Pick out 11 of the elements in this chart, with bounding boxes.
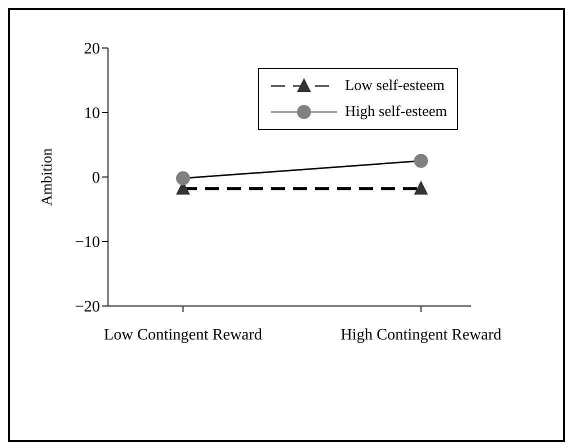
- y-tick-label: 0: [92, 170, 100, 187]
- y-tick-label: −20: [74, 298, 100, 316]
- legend-label: Low self-esteem: [345, 78, 445, 94]
- x-tick-label: High Contingent Reward: [340, 326, 502, 344]
- y-tick-label: 10: [84, 105, 100, 122]
- y-tick-label: 20: [84, 40, 100, 58]
- y-axis-title: Ambition: [39, 148, 56, 206]
- x-tick-label: Low Contingent Reward: [104, 326, 262, 344]
- point: [414, 154, 428, 168]
- legend-label: High self-esteem: [345, 104, 448, 120]
- y-tick-label: −10: [74, 234, 100, 252]
